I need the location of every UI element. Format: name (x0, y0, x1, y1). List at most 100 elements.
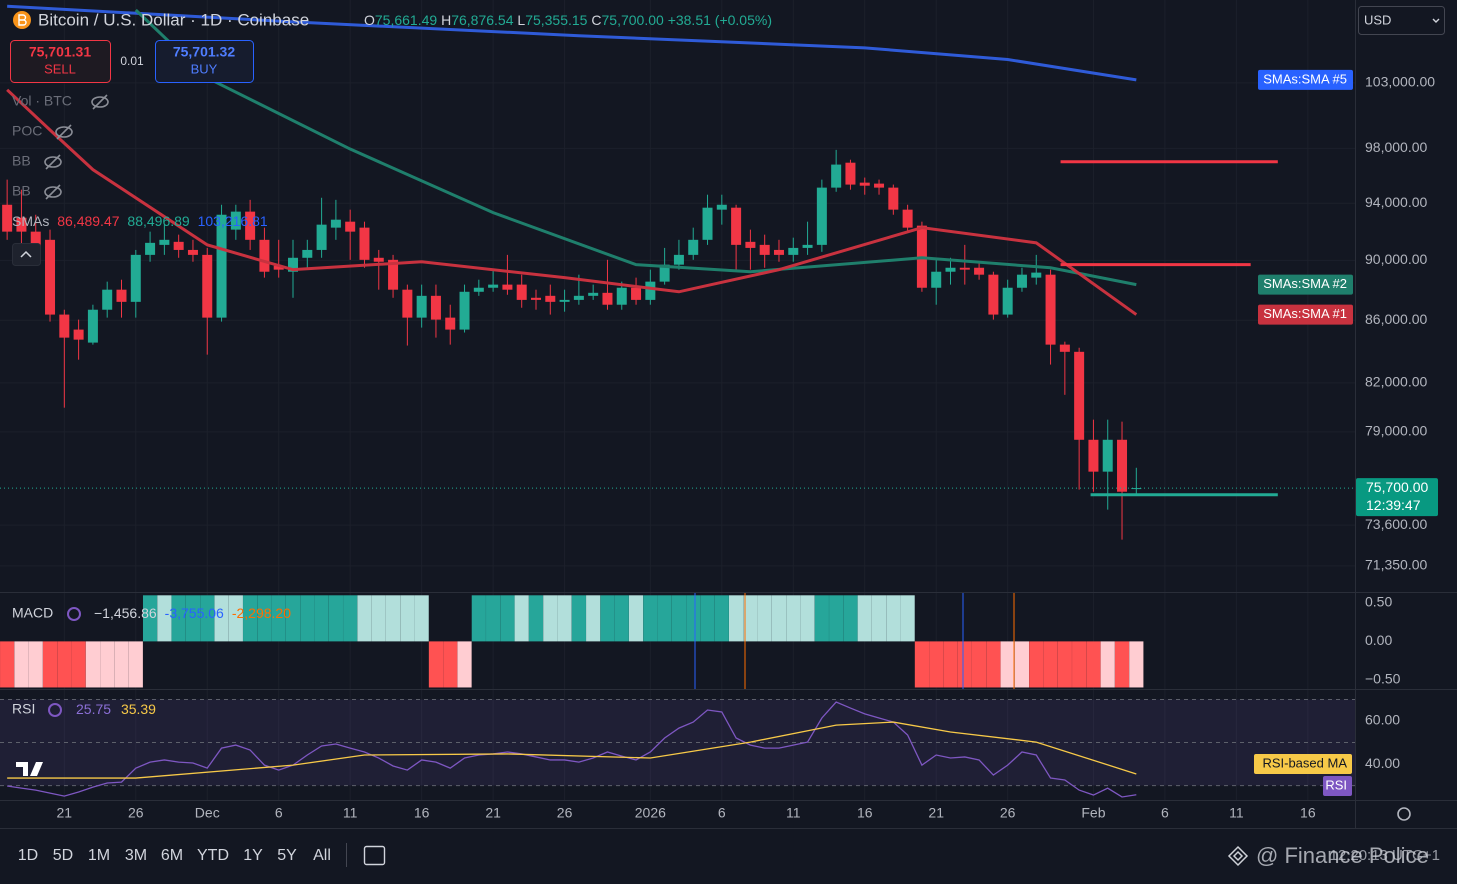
candle-body (402, 289, 413, 318)
macd-bar (729, 595, 744, 642)
sma-axis-text: SMAs:SMA #2 (1263, 276, 1347, 291)
ohlc-value: 75,355.15 (525, 12, 587, 28)
settings-icon[interactable] (1397, 807, 1411, 821)
spread: 0.01 (120, 54, 144, 68)
watermark-icon (1227, 845, 1249, 867)
candle-body (974, 267, 985, 275)
macd-bar (185, 595, 201, 642)
range-button[interactable]: 6M (161, 847, 183, 864)
collapse-button[interactable] (12, 243, 41, 266)
macd-bar (328, 595, 343, 642)
macd-bar (142, 595, 158, 642)
source-icon (48, 703, 62, 717)
candle-body (716, 204, 727, 210)
x-tick-label: 26 (557, 805, 573, 821)
indicator-name[interactable]: BB (12, 183, 31, 199)
candle-body (288, 257, 299, 272)
range-button[interactable]: 1M (88, 847, 110, 864)
source-icon (67, 607, 81, 621)
candle-body (516, 284, 527, 300)
candle-body (1031, 272, 1042, 278)
candle-body (745, 241, 756, 248)
macd-bar (871, 595, 887, 642)
macd-bar (100, 641, 115, 688)
range-button[interactable]: 1Y (243, 847, 263, 864)
candle-body (145, 242, 156, 255)
candle-body (673, 254, 684, 265)
y-tick-label: 94,000.00 (1365, 194, 1427, 210)
macd-bar (157, 595, 172, 642)
x-tick-label: 2026 (635, 805, 666, 821)
indicator-name[interactable]: POC (12, 123, 42, 139)
macd-bar (314, 595, 329, 642)
macd-legend-value: -2,298.20 (232, 605, 291, 621)
macd-bar (1086, 641, 1101, 688)
sma-line (6, 88, 1138, 316)
macd-bar (800, 595, 815, 642)
candle-body (773, 249, 784, 255)
macd-legend: −1,456.86 -3,755.06 -2,298.20 (94, 605, 291, 621)
rsi-axis-text: RSI (1325, 777, 1347, 792)
macd-bar (443, 641, 458, 688)
candle-body (888, 187, 899, 210)
candle-body (245, 211, 256, 240)
date-range-icon[interactable] (363, 845, 386, 866)
indicator-name[interactable]: Vol · BTC (12, 93, 72, 109)
candle-body (445, 317, 456, 330)
candle-body (45, 239, 56, 315)
macd-bar (171, 595, 186, 642)
macd-bar (57, 641, 72, 688)
range-button[interactable]: 1D (18, 847, 38, 864)
range-button[interactable]: 5D (53, 847, 73, 864)
macd-bar (42, 641, 58, 688)
candle-body (345, 221, 356, 232)
macd-bar (628, 595, 644, 642)
candle-body (659, 264, 670, 282)
range-button[interactable]: 3M (125, 847, 147, 864)
macd-bar (714, 595, 729, 642)
x-tick-label: 16 (1300, 805, 1316, 821)
candle-body (588, 292, 599, 296)
macd-bar (257, 595, 272, 642)
range-button[interactable]: All (313, 847, 331, 864)
buy-button[interactable] (155, 40, 254, 83)
x-tick-label: 26 (128, 805, 144, 821)
x-tick-label: 26 (1000, 805, 1016, 821)
candle-body (530, 297, 541, 300)
y-tick-label: 90,000.00 (1365, 251, 1427, 267)
ohlc-change: +38.51 (+0.05%) (668, 12, 772, 28)
currency-select[interactable] (1358, 6, 1445, 35)
hidden-icons (44, 94, 109, 200)
sell-button[interactable] (10, 40, 111, 83)
macd-legend-value: −1,456.86 (94, 605, 157, 621)
candle-body (831, 164, 842, 188)
range-button[interactable]: 5Y (277, 847, 297, 864)
x-tick-label: 16 (857, 805, 873, 821)
macd-bar (14, 641, 29, 688)
collapse-icon (20, 250, 32, 258)
macd-bar (1072, 641, 1087, 688)
range-button[interactable]: YTD (197, 847, 229, 864)
rsi-ma-axis-text: RSI-based MA (1262, 755, 1347, 770)
indicator-name[interactable]: BB (12, 153, 31, 169)
macd-bar (586, 595, 601, 642)
y-tick-label: 103,000.00 (1365, 74, 1435, 90)
x-tick-label: 21 (57, 805, 73, 821)
candle-body (302, 249, 313, 258)
macd-pane (0, 595, 1144, 688)
candle-body (731, 207, 742, 245)
y-tick-label: 98,000.00 (1365, 139, 1427, 155)
ohlc-key: L (517, 12, 525, 28)
candle-body (273, 265, 284, 270)
ohlc-value: 75,661.49 (375, 12, 437, 28)
macd-bar (843, 595, 858, 642)
bottom-toolbar (0, 828, 1457, 884)
macd-bar (557, 595, 572, 642)
macd-bar (600, 595, 615, 642)
macd-bar (700, 595, 715, 642)
x-tick-label: 11 (343, 805, 358, 821)
sell-label: SELL (44, 61, 76, 76)
sma-axis-label (1258, 274, 1353, 295)
rsi-line (7, 701, 1137, 798)
